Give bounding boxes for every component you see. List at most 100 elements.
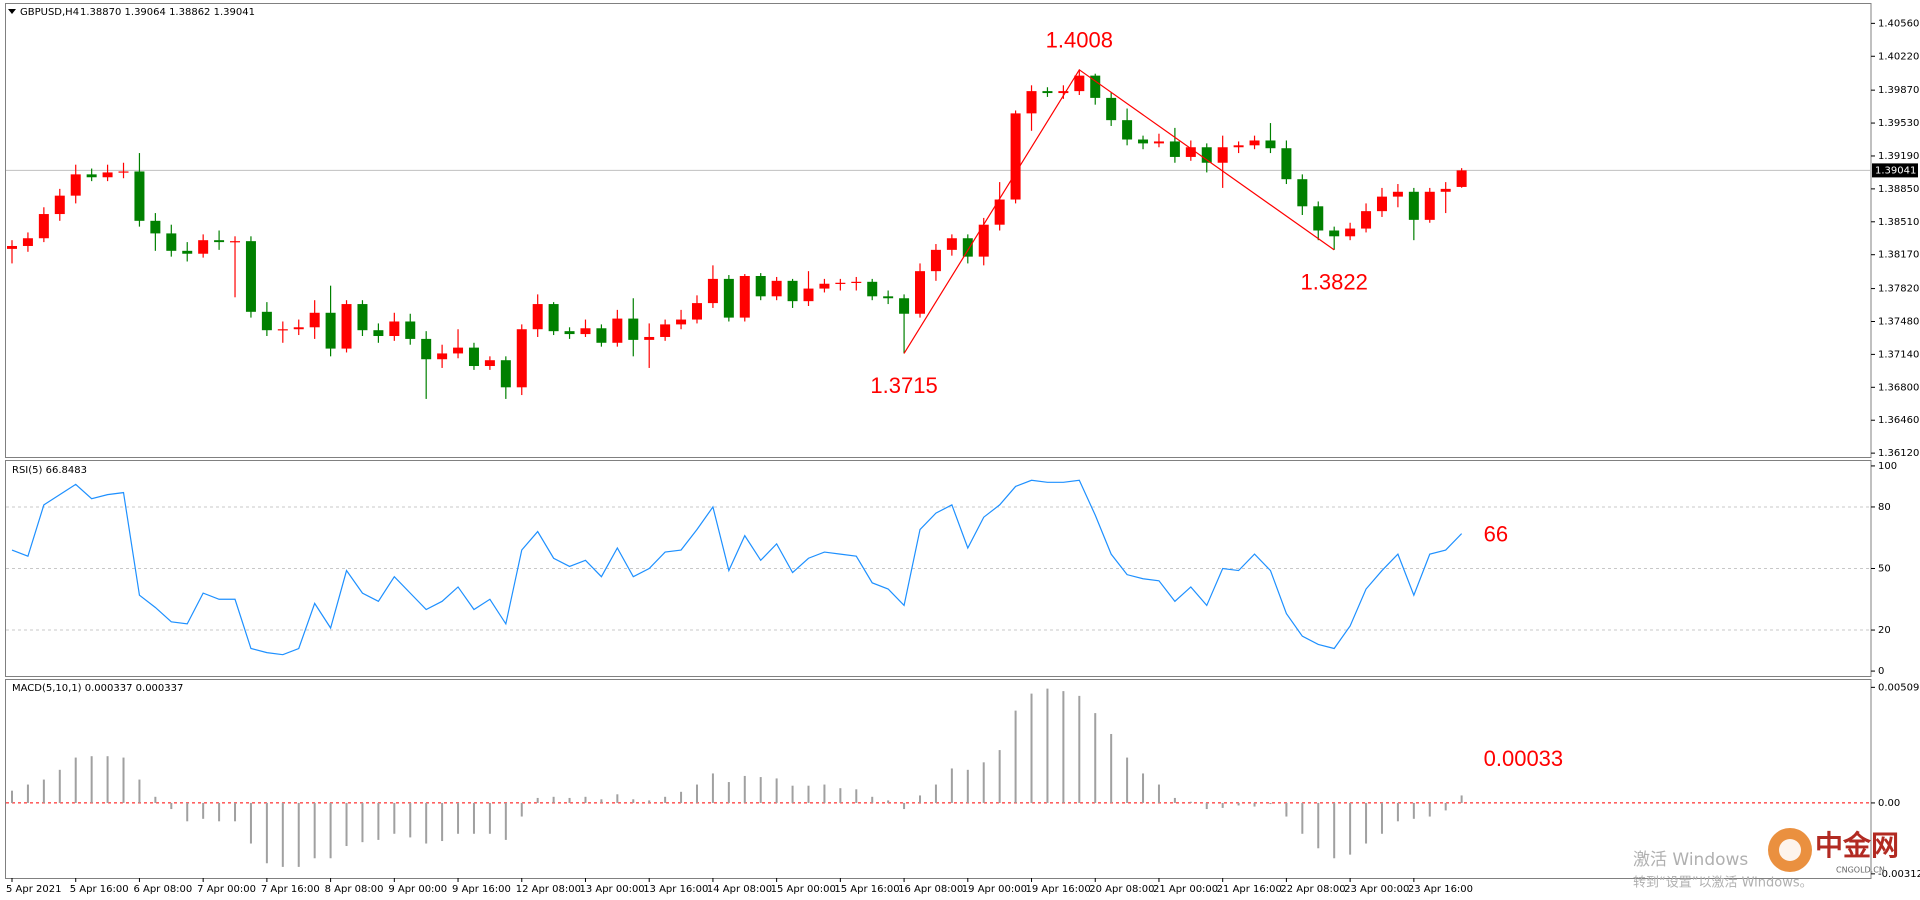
macd-bar <box>297 802 300 867</box>
macd-bar <box>1157 784 1160 803</box>
macd-bar <box>265 802 268 864</box>
candle-body <box>293 327 304 330</box>
y-tick-label: 1.37820 <box>1878 284 1919 295</box>
candle-body <box>70 174 81 196</box>
macd-bar <box>1285 802 1288 817</box>
candle-body <box>835 282 846 284</box>
candle-body <box>691 303 702 320</box>
macd-bar <box>982 762 985 803</box>
macd-bar <box>1380 802 1383 834</box>
candle-body <box>325 312 336 349</box>
y-tick-label: 1.38850 <box>1878 184 1919 195</box>
macd-bar <box>425 802 428 844</box>
macd-bar <box>680 791 683 803</box>
macd-bar <box>1173 797 1176 803</box>
candle-body <box>405 321 416 339</box>
macd-bar <box>743 775 746 803</box>
macd-bar <box>632 799 635 803</box>
candle-body <box>771 280 782 297</box>
candle-body <box>1297 179 1308 207</box>
candle-body <box>596 328 607 343</box>
candle-body <box>628 318 639 340</box>
y-tick-label: 1.40560 <box>1878 18 1919 29</box>
macd-bar <box>1142 773 1145 803</box>
rsi-line <box>11 479 1463 656</box>
macd-bar <box>584 796 587 803</box>
logo-name: 中金网 <box>1815 829 1899 862</box>
y-tick-label: 1.36800 <box>1878 382 1919 393</box>
macd-annotation: 0.00033 <box>1484 746 1564 771</box>
candle-body <box>500 360 511 388</box>
pivot-label: 1.4008 <box>1046 28 1113 53</box>
macd-bar <box>966 769 969 803</box>
candle-body <box>1106 97 1117 121</box>
x-tick-label: 20 Apr 08:00 <box>1089 884 1154 895</box>
x-tick-label: 19 Apr 00:00 <box>962 884 1027 895</box>
macd-bar <box>122 757 125 803</box>
macd-bar <box>791 785 794 803</box>
y-tick-label: -0.003127 <box>1878 869 1920 880</box>
candle-body <box>580 328 591 335</box>
macd-bar <box>1333 802 1336 859</box>
candle-body <box>707 278 718 304</box>
y-tick-label: 1.36460 <box>1878 415 1919 426</box>
menu-arrow[interactable] <box>8 9 16 14</box>
macd-bar <box>855 789 858 803</box>
rsi-title: RSI(5) 66.8483 <box>12 465 87 476</box>
x-tick-label: 21 Apr 16:00 <box>1217 884 1282 895</box>
candle-body <box>1313 206 1324 231</box>
macd-bar <box>1365 802 1368 844</box>
macd-bar <box>154 796 157 803</box>
candle-body <box>1201 147 1212 163</box>
candle-body <box>1361 211 1372 229</box>
macd-bar <box>887 800 890 803</box>
candle-body <box>22 238 33 246</box>
macd-bar <box>871 796 874 803</box>
candle-body <box>214 240 225 243</box>
macd-bar <box>138 779 141 803</box>
macd-bar <box>1460 795 1463 803</box>
macd-bar <box>934 784 937 803</box>
candle-body <box>883 296 894 299</box>
candle-body <box>994 199 1005 225</box>
y-tick-label: 100 <box>1878 461 1897 472</box>
macd-bar <box>1189 801 1192 803</box>
y-tick-label: 1.39190 <box>1878 151 1919 162</box>
watermark-line2: 转到“设置”以激活 Windows。 <box>1633 876 1813 891</box>
candle-body <box>1185 147 1196 157</box>
candle-body <box>421 338 432 360</box>
x-tick-label: 15 Apr 00:00 <box>771 884 836 895</box>
x-tick-label: 7 Apr 00:00 <box>197 884 256 895</box>
macd-bar <box>552 796 555 803</box>
candle-body <box>755 275 766 297</box>
macd-bar <box>361 802 364 843</box>
candle-body <box>54 195 65 215</box>
macd-bar <box>313 802 316 859</box>
candle-body <box>230 241 241 243</box>
candle-body <box>309 312 320 328</box>
candle-body <box>468 347 479 367</box>
pivot-label: 1.3715 <box>870 373 937 398</box>
candle-body <box>245 241 256 312</box>
candle-body <box>867 281 878 297</box>
macd-bar <box>1253 802 1256 807</box>
candle-body <box>1010 113 1021 200</box>
macd-bar <box>1269 802 1272 805</box>
candle-body <box>787 280 798 302</box>
candle-body <box>1392 191 1403 197</box>
y-tick-label: 1.39530 <box>1878 118 1919 129</box>
x-tick-label: 9 Apr 00:00 <box>388 884 447 895</box>
candle-body <box>851 281 862 284</box>
candle-body <box>1281 148 1292 180</box>
candle-body <box>198 240 209 254</box>
macd-bar <box>839 788 842 803</box>
macd-bar <box>1396 802 1399 822</box>
y-tick-label: 0.00 <box>1878 798 1900 809</box>
macd-bar <box>249 802 252 844</box>
macd-bar <box>234 802 237 822</box>
candle-body <box>86 174 97 178</box>
macd-bar <box>1078 695 1081 803</box>
candle-body <box>962 238 973 257</box>
